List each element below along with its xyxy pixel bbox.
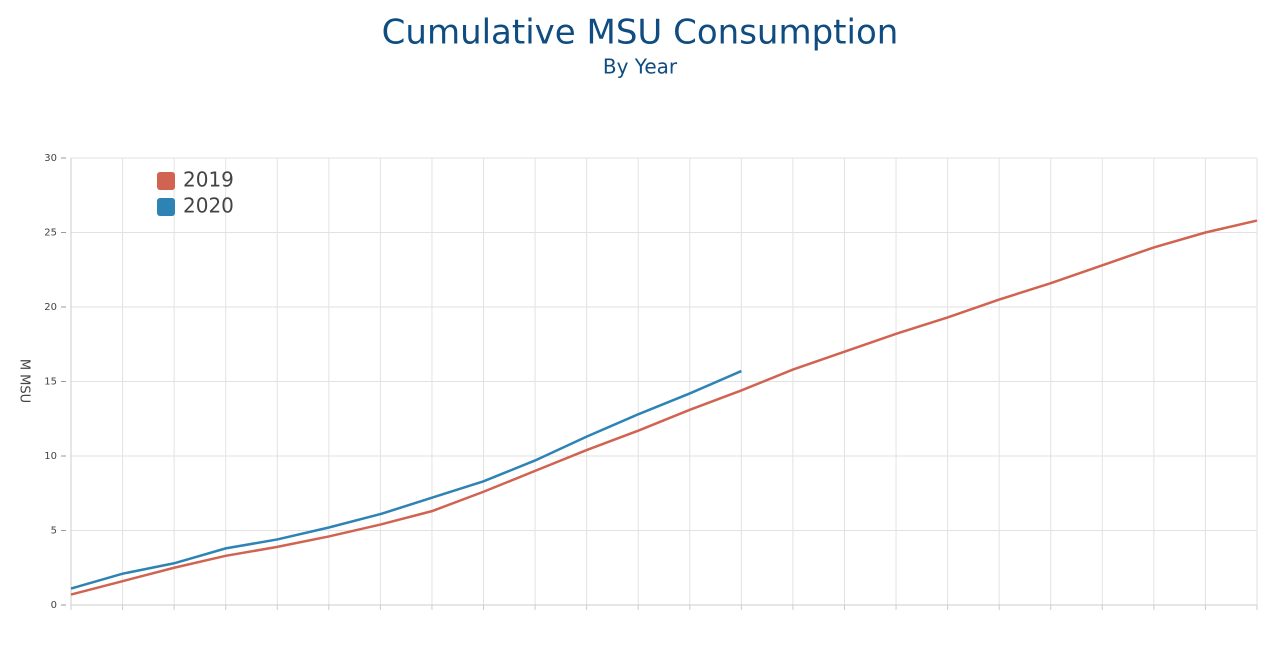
y-tick-label: 15 xyxy=(44,377,57,388)
legend-label: 2019 xyxy=(183,168,234,192)
legend-swatch xyxy=(157,198,175,216)
y-axis-label: M MSU xyxy=(17,359,32,403)
legend-label: 2020 xyxy=(183,194,234,218)
line-series xyxy=(70,369,742,590)
y-tick-label: 5 xyxy=(51,526,57,537)
chart-title: Cumulative MSU Consumption xyxy=(382,13,899,53)
y-tick-label: 0 xyxy=(51,600,57,611)
line-series xyxy=(70,219,1258,596)
y-tick-label: 25 xyxy=(44,228,57,239)
y-tick-label: 30 xyxy=(44,153,57,164)
y-tick-label: 20 xyxy=(44,302,57,313)
legend-swatch xyxy=(157,172,175,190)
chart-subtitle: By Year xyxy=(603,55,678,79)
y-tick-label: 10 xyxy=(44,451,57,462)
